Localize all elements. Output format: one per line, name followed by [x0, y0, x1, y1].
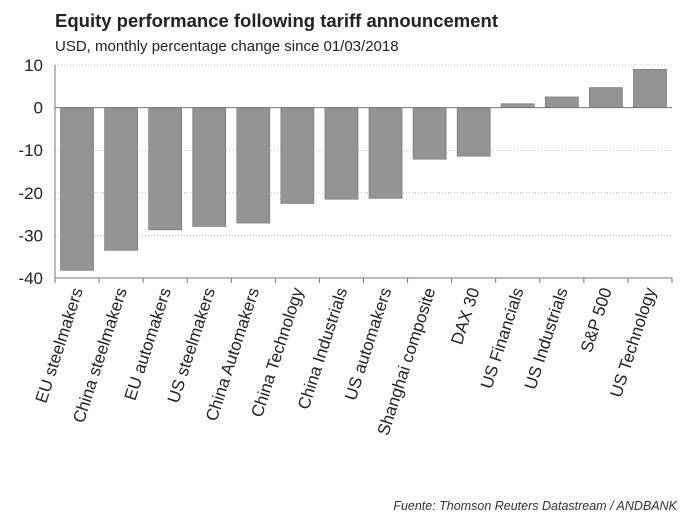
- x-tick-label: DAX 30: [447, 285, 483, 347]
- x-tick-label: US Industrials: [521, 285, 572, 392]
- chart-source: Fuente: Thomson Reuters Datastream / AND…: [393, 499, 677, 513]
- bar: [456, 107, 491, 157]
- y-tick-label: -40: [18, 269, 43, 288]
- bar: [236, 107, 271, 224]
- bar: [280, 107, 315, 204]
- x-tick-label: US steelmakers: [164, 285, 219, 405]
- x-tick-label: EU steelmakers: [32, 285, 87, 405]
- bar: [633, 68, 667, 108]
- chart-title: Equity performance following tariff anno…: [55, 10, 499, 31]
- y-tick-label: -20: [18, 184, 43, 203]
- y-tick-label: 10: [24, 56, 43, 75]
- bar: [104, 107, 138, 251]
- y-tick-label: -30: [18, 226, 43, 245]
- bar: [589, 87, 623, 108]
- bar: [412, 107, 447, 160]
- x-tick-label: S&P 500: [577, 285, 616, 354]
- bar: [60, 107, 94, 271]
- bar: [324, 107, 359, 200]
- chart-subtitle: USD, monthly percentage change since 01/…: [55, 38, 399, 55]
- x-tick-label: US Financials: [477, 285, 527, 391]
- bar: [544, 96, 579, 108]
- bar: [500, 103, 535, 108]
- x-tick-label: EU automakers: [121, 285, 175, 402]
- bar: [368, 107, 403, 199]
- y-tick-label: -10: [18, 141, 43, 160]
- x-tick-label: US Technology: [606, 285, 659, 400]
- bar: [192, 107, 227, 227]
- bar: [148, 107, 183, 231]
- y-tick-label: 0: [34, 99, 43, 118]
- x-tick-label: US automakers: [341, 285, 395, 402]
